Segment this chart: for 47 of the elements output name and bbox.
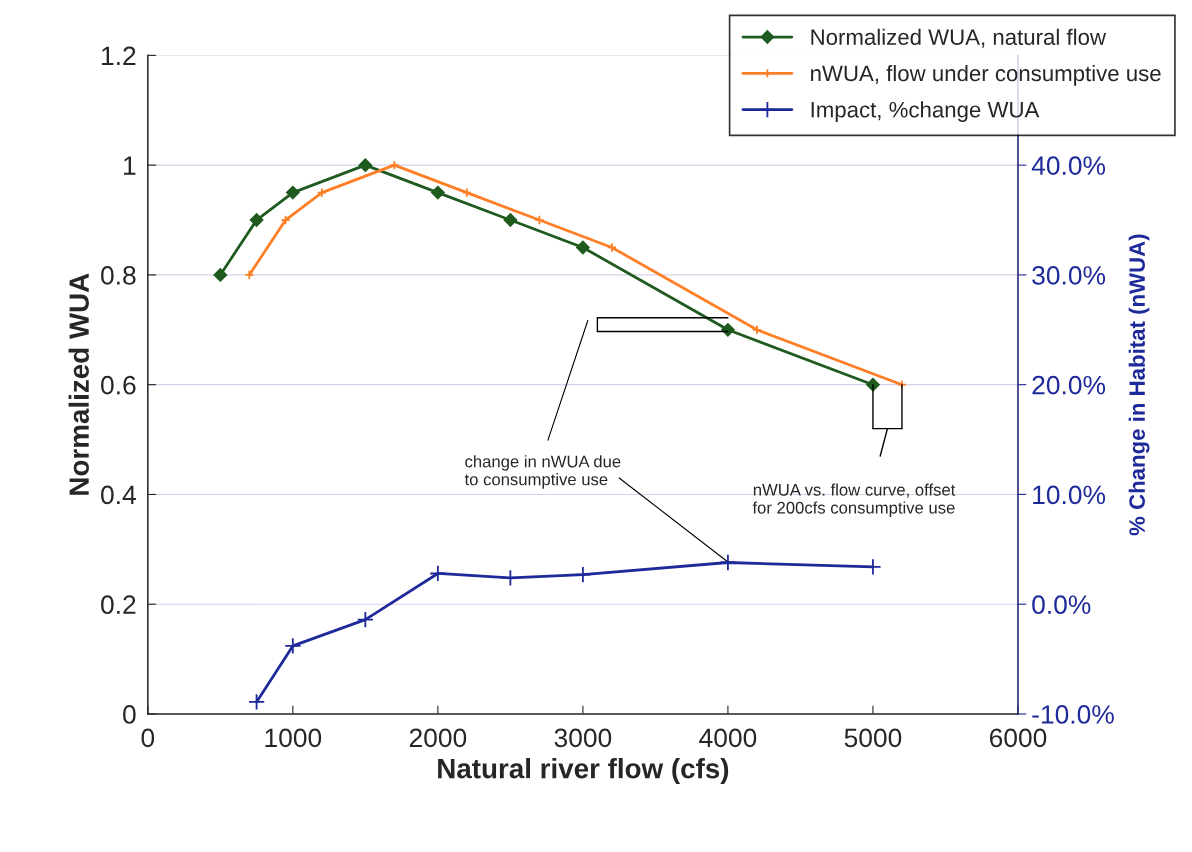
point — [429, 564, 447, 583]
annotation: change in nWUA due to consumptive use — [464, 455, 621, 489]
point — [213, 268, 228, 282]
point — [248, 693, 266, 711]
y2-tick-label: 0.0% — [1032, 595, 1091, 615]
point — [721, 322, 735, 337]
x-tick-label: 2000 — [409, 728, 467, 748]
point — [576, 240, 590, 255]
y2-tick-label: 10.0% — [1033, 485, 1106, 505]
x-axis-title: Natural river flow (cfs) — [438, 758, 729, 784]
y-tick-label: 1 — [124, 156, 136, 175]
point — [389, 160, 400, 171]
y-tick-label: 0 — [123, 705, 136, 724]
y2-tick-label: -10.0% — [1032, 705, 1114, 724]
point — [358, 158, 373, 172]
legend-label: Impact, %change WUA — [811, 101, 1040, 122]
y2-tick-label: 30.0% — [1032, 266, 1106, 285]
y-tick-label: 0.6 — [101, 375, 136, 395]
point — [501, 569, 519, 587]
x-tick-label: 5000 — [844, 728, 902, 748]
y2-tick-label: 40.0% — [1031, 156, 1106, 175]
point — [751, 324, 762, 335]
x-tick-label: 0 — [141, 728, 155, 748]
legend-label: Normalized WUA, natural flow — [811, 28, 1107, 48]
point — [574, 566, 592, 584]
point — [284, 637, 302, 655]
y2-tick-label: 20.0% — [1032, 375, 1106, 395]
y-tick-label: 0.2 — [101, 595, 136, 615]
y-tick-label: 0.8 — [101, 266, 136, 285]
point — [356, 611, 374, 629]
point — [286, 185, 300, 200]
y-tick-label: 0.4 — [101, 485, 136, 505]
y2-axis-title: % Change in Habitat (nWUA) — [1128, 234, 1150, 536]
point — [244, 269, 255, 280]
point — [719, 553, 737, 572]
x-tick-label: 4000 — [699, 728, 757, 748]
y-axis-title: Normalized WUA — [68, 273, 89, 495]
point — [431, 185, 445, 200]
x-tick-label: 1000 — [265, 728, 322, 748]
x-tick-label: 3000 — [554, 728, 612, 748]
x-tick-label: 6000 — [989, 728, 1047, 748]
point — [249, 213, 264, 227]
point — [503, 213, 518, 227]
point — [534, 214, 545, 226]
annotation: nWUA vs. flow curve, offset for 200cfs consumptive use — [752, 483, 956, 517]
y-tick-label: 1.2 — [102, 46, 136, 65]
legend-label: nWUA, flow under consumptive use — [811, 64, 1161, 86]
